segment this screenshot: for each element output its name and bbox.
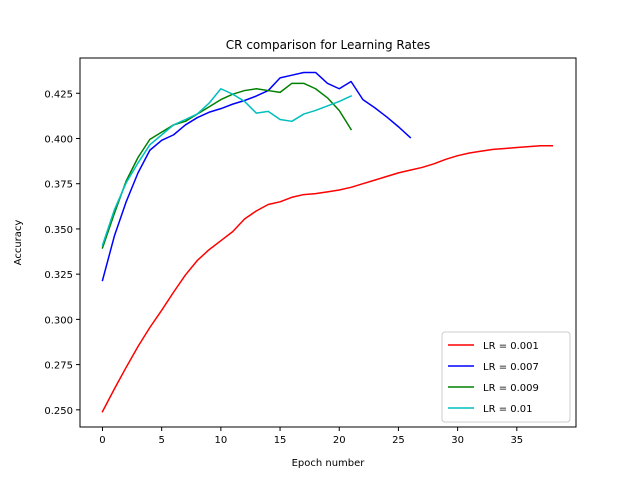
x-tick-label-0: 0 <box>99 435 105 446</box>
chart-title: CR comparison for Learning Rates <box>226 38 430 52</box>
x-tick-label-3: 15 <box>274 435 287 446</box>
x-axis-label: Epoch number <box>292 458 366 469</box>
x-tick-label-7: 35 <box>510 435 523 446</box>
y-tick-label-2: 0.300 <box>44 315 73 326</box>
x-tick-label-5: 25 <box>392 435 405 446</box>
y-tick-label-3: 0.325 <box>44 270 73 281</box>
legend-label-1: LR = 0.007 <box>483 362 539 373</box>
y-tick-label-1: 0.275 <box>44 361 73 372</box>
x-tick-label-2: 10 <box>215 435 228 446</box>
x-tick-label-4: 20 <box>333 435 346 446</box>
y-tick-label-7: 0.425 <box>44 89 73 100</box>
x-tick-label-6: 30 <box>451 435 464 446</box>
x-tick-label-1: 5 <box>158 435 164 446</box>
y-tick-label-6: 0.400 <box>44 134 73 145</box>
y-tick-label-4: 0.350 <box>44 225 73 236</box>
series-line-3 <box>102 89 351 245</box>
y-tick-label-0: 0.250 <box>44 406 73 417</box>
legend-label-0: LR = 0.001 <box>483 341 539 352</box>
legend: LR = 0.001 LR = 0.007 LR = 0.009 LR = 0.01 <box>442 332 570 422</box>
series-line-1 <box>102 72 410 280</box>
series-line-2 <box>102 83 351 248</box>
y-axis-label: Accuracy <box>13 220 24 266</box>
legend-label-2: LR = 0.009 <box>483 383 539 394</box>
legend-label-3: LR = 0.01 <box>483 404 533 415</box>
y-tick-label-5: 0.375 <box>44 180 73 191</box>
